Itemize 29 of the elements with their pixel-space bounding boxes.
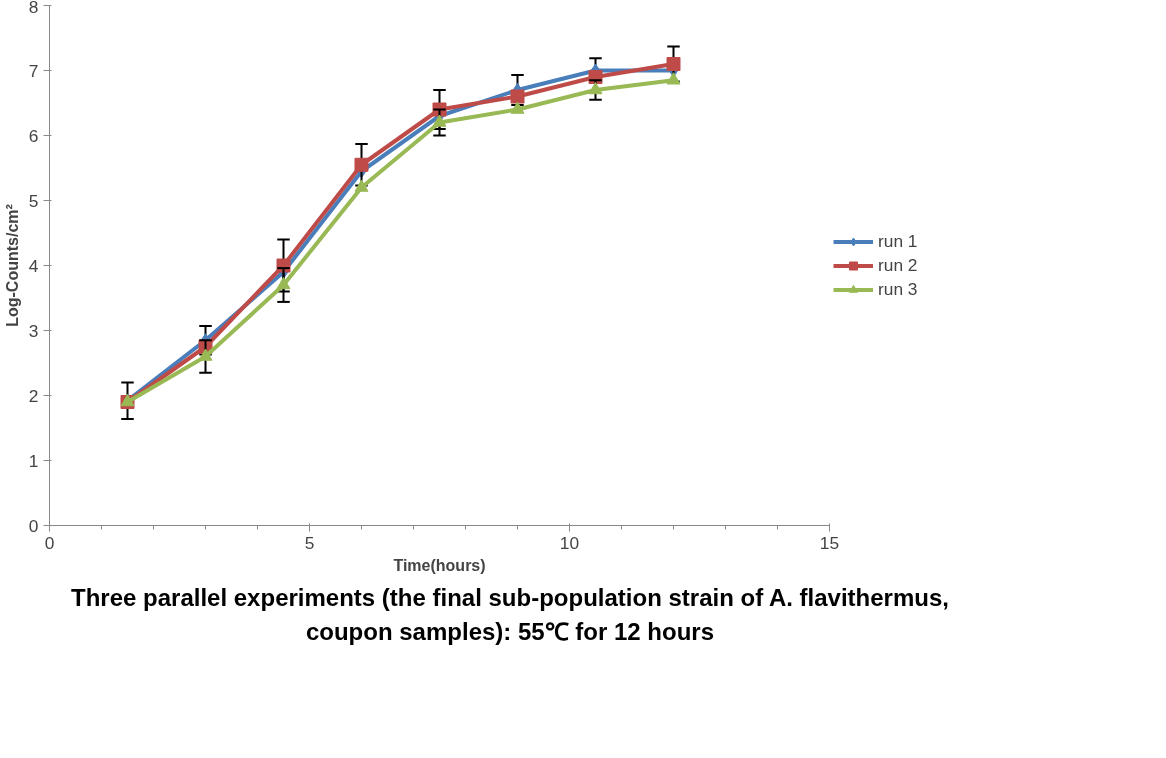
point (276, 276, 291, 290)
legend-label: run 3 (878, 278, 918, 300)
point (666, 72, 681, 85)
x-tick-label: 10 (559, 532, 580, 553)
x-tick-label: 0 (44, 532, 55, 553)
y-tick-label: 1 (28, 450, 39, 471)
y-axis-title: Log-Counts/cm² (3, 204, 21, 327)
y-tick-label: 8 (28, 0, 39, 17)
point (510, 89, 525, 104)
legend-label: run 2 (878, 254, 918, 276)
y-tick-label: 5 (28, 190, 39, 211)
point (198, 348, 213, 361)
point (354, 179, 369, 192)
y-tick-label: 7 (28, 60, 39, 81)
y-tick-label: 4 (28, 255, 39, 276)
legend-label: run 1 (878, 230, 918, 252)
point (666, 57, 681, 71)
x-tick-label: 5 (304, 532, 315, 553)
point (354, 157, 369, 172)
y-tick-label: 2 (28, 385, 39, 406)
y-tick-label: 0 (28, 515, 39, 536)
point (588, 81, 603, 95)
x-tick-label: 15 (819, 532, 840, 553)
point (510, 101, 525, 114)
y-tick-label: 3 (28, 320, 39, 341)
y-tick-label: 6 (28, 125, 39, 146)
text: Three parallel experiments (the final sub-population strain of A. flavithermus, coupon samples): 55℃ for 12 hours (70, 583, 950, 648)
x-axis-title: Time(hours) (393, 556, 486, 574)
point (432, 114, 447, 127)
